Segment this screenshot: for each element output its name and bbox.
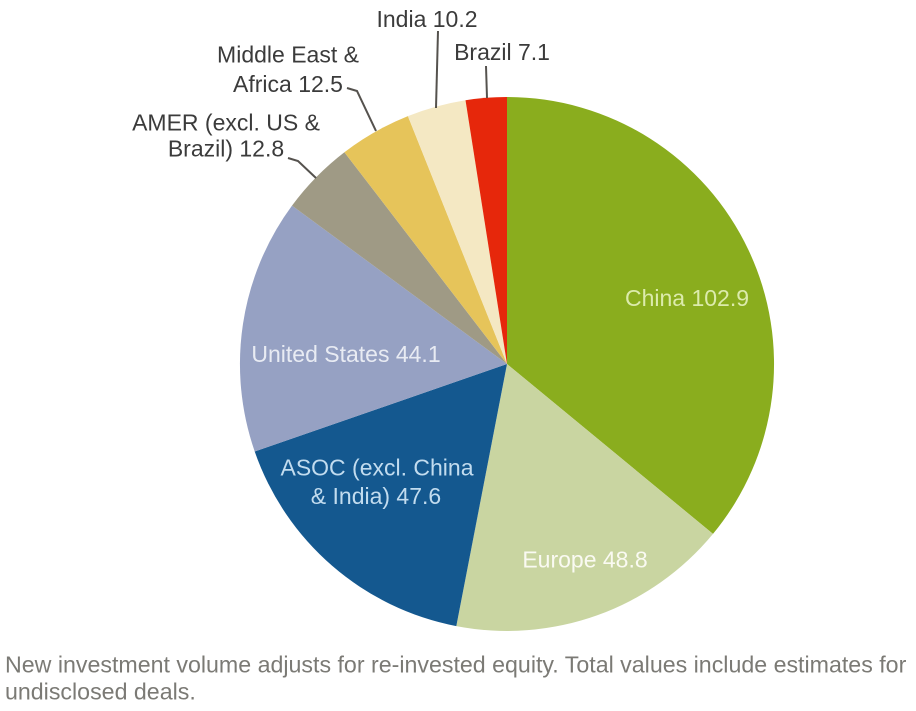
svg-text:India 10.2: India 10.2 [376, 6, 477, 32]
svg-text:Africa 12.5: Africa 12.5 [233, 71, 343, 97]
svg-text:ASOC (excl. China: ASOC (excl. China [280, 455, 473, 481]
svg-text:AMER (excl. US &: AMER (excl. US & [132, 110, 320, 136]
svg-text:Europe 48.8: Europe 48.8 [522, 547, 647, 573]
svg-text:undisclosed deals.: undisclosed deals. [5, 679, 196, 705]
svg-text:China 102.9: China 102.9 [625, 285, 749, 311]
svg-text:& India) 47.6: & India) 47.6 [311, 483, 441, 509]
svg-text:United States 44.1: United States 44.1 [251, 341, 440, 367]
svg-text:Middle East &: Middle East & [217, 42, 359, 68]
svg-text:Brazil 7.1: Brazil 7.1 [454, 39, 550, 65]
svg-text:Brazil) 12.8: Brazil) 12.8 [168, 136, 284, 162]
svg-text:New investment volume adjusts: New investment volume adjusts for re-inv… [5, 652, 907, 678]
